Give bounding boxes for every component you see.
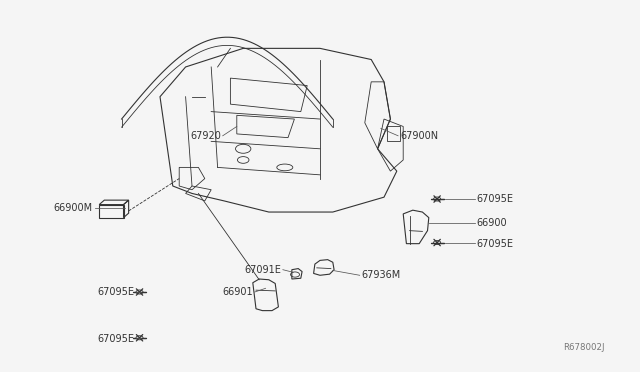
Text: 67095E: 67095E — [97, 334, 134, 343]
Text: 66900M: 66900M — [54, 203, 93, 213]
Text: 67095E: 67095E — [477, 239, 514, 248]
Text: R678002J: R678002J — [563, 343, 605, 352]
Text: 67091E: 67091E — [244, 265, 282, 275]
Text: 66901: 66901 — [222, 287, 253, 297]
Text: 67920: 67920 — [190, 131, 221, 141]
Text: 67900N: 67900N — [400, 131, 438, 141]
Text: 67095E: 67095E — [477, 194, 514, 204]
Text: 67936M: 67936M — [362, 270, 401, 280]
Text: 67095E: 67095E — [97, 287, 134, 297]
Text: 66900: 66900 — [477, 218, 508, 228]
